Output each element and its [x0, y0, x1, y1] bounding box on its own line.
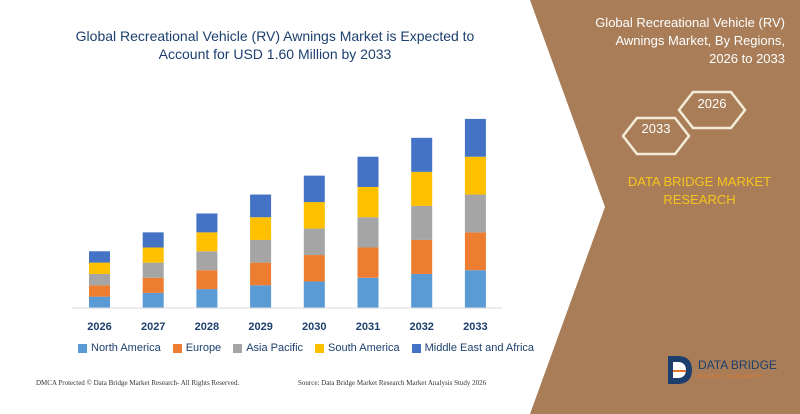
bar-segment-middle-east-and-africa-2033: [464, 118, 486, 157]
bar-segment-south-america-2029: [250, 217, 272, 240]
legend-item-europe: Europe: [172, 342, 222, 354]
x-tick-label-2028: 2028: [195, 321, 219, 333]
x-tick-label-2032: 2032: [409, 321, 433, 333]
x-tick-label-2030: 2030: [302, 321, 326, 333]
bar-segment-asia-pacific-2028: [196, 251, 218, 271]
legend-swatch: [172, 343, 182, 353]
bar-segment-asia-pacific-2030: [303, 228, 325, 256]
x-tick-label-2029: 2029: [248, 321, 272, 333]
chart-title: Global Recreational Vehicle (RV) Awnings…: [75, 28, 475, 62]
bar-segment-south-america-2033: [464, 156, 486, 195]
bar-segment-middle-east-and-africa-2029: [250, 194, 272, 218]
legend-item-south-america: South America: [315, 342, 400, 354]
bar-segment-south-america-2031: [357, 186, 379, 218]
bar-segment-north-america-2027: [142, 292, 164, 308]
bar-segment-north-america-2031: [357, 277, 379, 308]
panel-title: Global Recreational Vehicle (RV) Awnings…: [595, 15, 785, 66]
bar-segment-middle-east-and-africa-2032: [411, 137, 433, 172]
bar-segment-north-america-2030: [303, 281, 325, 308]
logo-name: DATA BRIDGE: [698, 358, 777, 372]
x-tick-label-2033: 2033: [463, 321, 487, 333]
bar-segment-europe-2028: [196, 270, 218, 290]
bar-segment-north-america-2028: [196, 289, 218, 308]
bar-segment-middle-east-and-africa-2027: [142, 232, 164, 248]
legend-label: Europe: [185, 342, 222, 354]
bar-segment-asia-pacific-2026: [89, 273, 110, 286]
bar-segment-europe-2026: [89, 285, 110, 297]
bar-segment-south-america-2027: [142, 247, 164, 263]
bar-segment-asia-pacific-2032: [411, 205, 433, 240]
bar-segment-north-america-2029: [250, 285, 272, 308]
brand-text: DATA BRIDGE MARKET RESEARCH: [627, 174, 772, 207]
bar-segment-south-america-2028: [196, 232, 218, 252]
footer-source: Source: Data Bridge Market Research Mark…: [298, 379, 487, 387]
bar-segment-europe-2032: [411, 239, 433, 274]
bar-segment-middle-east-and-africa-2028: [196, 213, 218, 233]
bar-segment-north-america-2033: [464, 270, 486, 308]
x-tick-label-2031: 2031: [356, 321, 380, 333]
bar-segment-middle-east-and-africa-2026: [89, 251, 110, 263]
legend-swatch: [315, 343, 325, 353]
bar-segment-asia-pacific-2029: [250, 239, 272, 263]
bar-segment-middle-east-and-africa-2030: [303, 175, 325, 203]
legend-swatch: [411, 343, 421, 353]
x-tick-labels: 2026 2027 2028 2029 2030 2031 2032 2033: [87, 321, 487, 333]
x-tick-label-2027: 2027: [141, 321, 165, 333]
bar-segment-europe-2033: [464, 232, 486, 271]
bar-segment-asia-pacific-2033: [464, 194, 486, 233]
bars-group: [89, 118, 486, 308]
hexagon-year-2033: 2033: [641, 121, 671, 136]
legend-swatch: [233, 343, 243, 353]
bar-segment-middle-east-and-africa-2031: [357, 156, 379, 187]
legend: North America Europe Asia Pacific South Ame…: [78, 342, 546, 354]
legend-swatch: [78, 343, 87, 353]
legend-label: North America: [91, 342, 161, 354]
logo-tagline: MARKET RESEARCH: [698, 374, 763, 380]
logo-mark-icon: [668, 356, 692, 384]
bar-segment-europe-2029: [250, 262, 272, 286]
legend-item-middle-east-and-africa: Middle East and Africa: [411, 342, 535, 354]
bar-segment-asia-pacific-2027: [142, 262, 164, 278]
bar-segment-north-america-2026: [89, 296, 110, 308]
bar-segment-north-america-2032: [411, 273, 433, 308]
bar-segment-south-america-2032: [411, 171, 433, 206]
legend-item-asia-pacific: Asia Pacific: [233, 342, 303, 354]
footer-copyright: DMCA Protected © Data Bridge Market Rese…: [36, 379, 240, 387]
bar-segment-europe-2030: [303, 255, 325, 282]
legend-label: Middle East and Africa: [424, 342, 535, 354]
x-tick-label-2026: 2026: [87, 321, 111, 333]
hexagon-year-2026: 2026: [697, 96, 727, 111]
data-bridge-logo: DATA BRIDGE MARKET RESEARCH: [662, 352, 792, 388]
bar-segment-south-america-2030: [303, 202, 325, 229]
bar-segment-europe-2031: [357, 247, 379, 278]
bar-segment-south-america-2026: [89, 262, 110, 274]
legend-label: Asia Pacific: [246, 342, 304, 354]
legend-item-north-america: North America: [78, 342, 161, 354]
bar-segment-asia-pacific-2031: [357, 217, 379, 248]
legend-label: South America: [328, 342, 400, 354]
bar-segment-europe-2027: [142, 277, 164, 293]
